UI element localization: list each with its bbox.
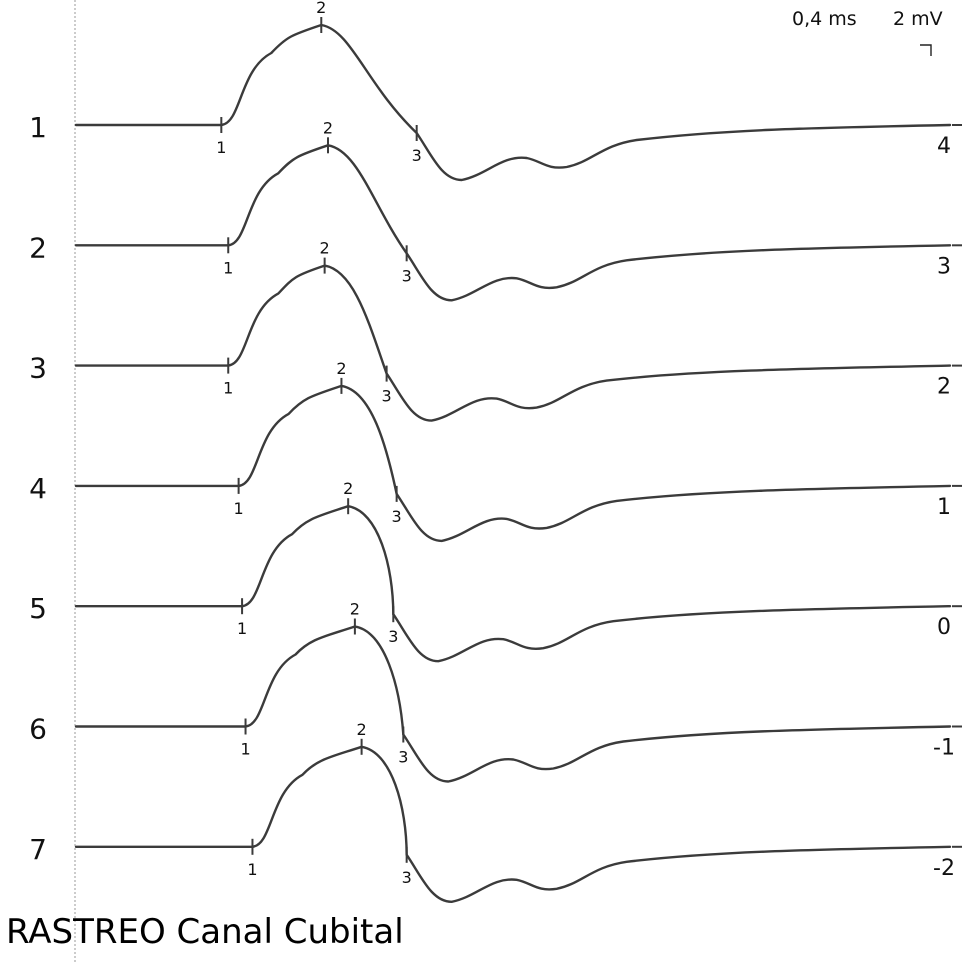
trace-number: 3 (29, 352, 47, 385)
trace-line (74, 23, 952, 182)
marker-label: 3 (388, 627, 398, 646)
trace-number: 2 (29, 231, 47, 264)
trace-line (74, 505, 952, 663)
marker-label: 3 (392, 507, 402, 526)
site-label: 2 (937, 375, 951, 400)
site-label: -1 (933, 736, 955, 761)
trace-number: 1 (29, 111, 47, 144)
marker-label: 2 (350, 600, 360, 619)
marker-label: 1 (223, 379, 233, 398)
trace-number: 5 (29, 592, 47, 625)
traces-group: 1 4 1 2 3 2 3 1 2 3 3 2 1 2 3 4 1 1 2 3 5 0 1 2 3 6 -1 1 2 3 7 -2 1 2 3 (29, 0, 962, 903)
marker-label: 2 (316, 0, 326, 17)
trace-number: 4 (29, 472, 47, 505)
marker-label: 1 (234, 499, 244, 518)
trace-line (74, 384, 952, 543)
marker-label: 1 (237, 619, 247, 638)
site-label: -2 (933, 856, 955, 881)
marker-label: 1 (223, 258, 233, 277)
trace-line (74, 745, 952, 903)
site-label: 4 (937, 134, 951, 159)
time-scale-label: 0,4 ms (792, 8, 857, 30)
marker-label: 2 (320, 239, 330, 258)
site-label: 1 (937, 495, 951, 520)
amplitude-scale-label: 2 mV (893, 8, 943, 30)
marker-label: 3 (398, 748, 408, 767)
trace-line (74, 264, 952, 422)
marker-label: 3 (402, 868, 412, 887)
marker-label: 3 (382, 387, 392, 406)
scale-bar-icon (920, 44, 932, 56)
trace-number: 6 (29, 713, 47, 746)
marker-label: 2 (357, 720, 367, 739)
marker-label: 3 (412, 146, 422, 165)
marker-label: 2 (323, 118, 333, 137)
marker-label: 3 (402, 266, 412, 285)
marker-label: 2 (336, 359, 346, 378)
trace-line (74, 144, 952, 302)
marker-label: 1 (247, 860, 257, 879)
trace-number: 7 (29, 833, 47, 866)
site-label: 3 (937, 254, 951, 279)
marker-label: 1 (216, 138, 226, 157)
marker-label: 2 (343, 479, 353, 498)
chart-title: RASTREO Canal Cubital (6, 912, 404, 952)
site-label: 0 (937, 615, 951, 640)
marker-label: 1 (240, 740, 250, 759)
trace-line (74, 625, 952, 783)
